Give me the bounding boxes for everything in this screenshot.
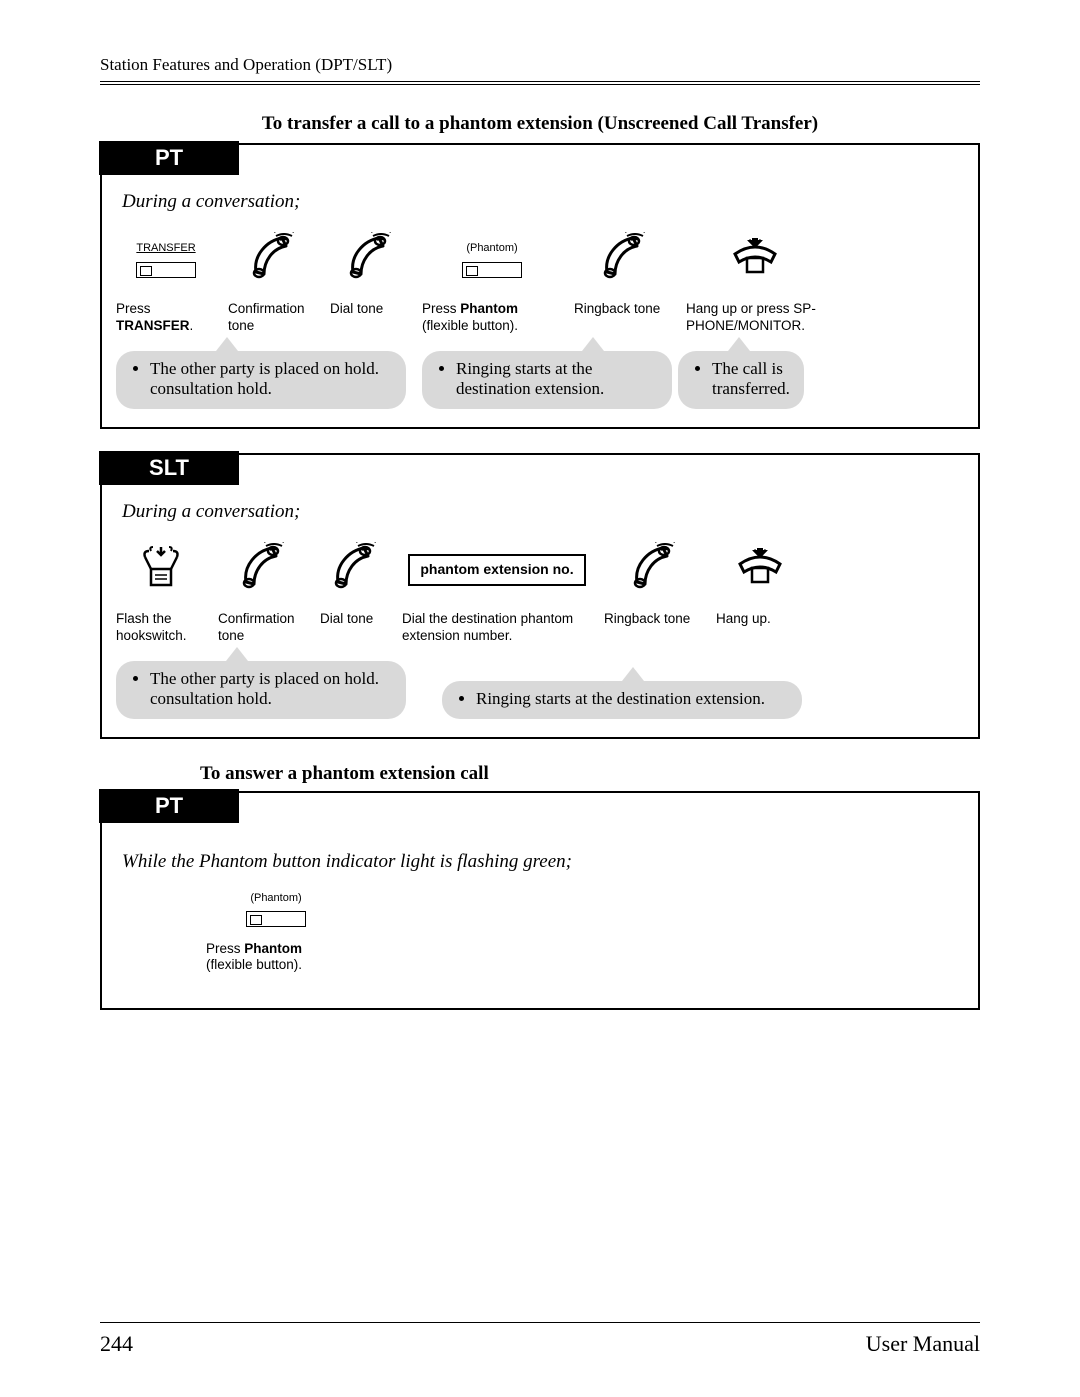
context-flashing: While the Phantom button indicator light… xyxy=(122,851,964,873)
caption-press-phantom-2: Press Phantom (flexible button). xyxy=(206,941,346,975)
header-rule xyxy=(100,81,980,85)
transfer-button-icon xyxy=(136,262,196,278)
caption-flash: Flash the hookswitch. xyxy=(116,611,206,645)
procedure-pt-transfer: PT During a conversation; TRANSFER Press… xyxy=(100,143,980,429)
hookswitch-icon xyxy=(137,545,185,595)
hangup-icon xyxy=(731,238,781,282)
bubble-hold-slt: The other party is placed on hold. consu… xyxy=(116,661,406,719)
procedure-slt-transfer: SLT During a conversation; Flash the hoo… xyxy=(100,453,980,739)
section-title-transfer: To transfer a call to a phantom extensio… xyxy=(100,113,980,135)
caption-hangup-pt: Hang up or press SP-PHONE/MONITOR. xyxy=(686,301,826,335)
tab-slt: SLT xyxy=(99,451,239,485)
handset-tone-icon xyxy=(629,542,679,598)
tab-pt: PT xyxy=(99,141,239,175)
phantom-button-label-2: (Phantom) xyxy=(250,892,301,906)
handset-tone-icon xyxy=(345,232,395,288)
caption-confirm-tone: Confirmation tone xyxy=(228,301,318,335)
page-footer: 244 User Manual xyxy=(100,1322,980,1357)
bubble-transferred: The call is transferred. xyxy=(678,351,804,409)
phantom-button-label: (Phantom) xyxy=(466,242,517,256)
section-title-answer: To answer a phantom extension call xyxy=(200,763,980,785)
caption-ringback: Ringback tone xyxy=(574,301,674,318)
caption-dial-dest: Dial the destination phantom extension n… xyxy=(402,611,592,645)
phantom-button-icon-2 xyxy=(246,911,306,927)
phantom-no-box: phantom extension no. xyxy=(408,554,585,586)
caption-ringback-slt: Ringback tone xyxy=(604,611,704,628)
handset-tone-icon xyxy=(599,232,649,288)
tab-pt-2: PT xyxy=(99,789,239,823)
handset-tone-icon xyxy=(330,542,380,598)
caption-dial-tone-slt: Dial tone xyxy=(320,611,390,628)
page-header: Station Features and Operation (DPT/SLT) xyxy=(100,55,980,75)
caption-confirm-tone-slt: Confirmation tone xyxy=(218,611,308,645)
procedure-pt-answer: PT While the Phantom button indicator li… xyxy=(100,791,980,1011)
caption-press-transfer: Press TRANSFER. xyxy=(116,301,216,335)
bubble-hold: The other party is placed on hold. consu… xyxy=(116,351,406,409)
caption-dial-tone: Dial tone xyxy=(330,301,410,318)
handset-tone-icon xyxy=(248,232,298,288)
transfer-button-label: TRANSFER xyxy=(136,242,195,256)
bubble-ringing: Ringing starts at the destination extens… xyxy=(422,351,672,409)
context-during-slt: During a conversation; xyxy=(122,501,964,523)
phantom-button-icon xyxy=(462,262,522,278)
page-number: 244 xyxy=(100,1331,133,1357)
manual-label: User Manual xyxy=(866,1331,980,1357)
context-during: During a conversation; xyxy=(122,191,964,213)
hangup-icon xyxy=(736,548,786,592)
caption-press-phantom: Press Phantom (flexible button). xyxy=(422,301,562,335)
caption-hangup-slt: Hang up. xyxy=(716,611,806,628)
handset-tone-icon xyxy=(238,542,288,598)
bubble-ringing-slt: Ringing starts at the destination extens… xyxy=(442,681,802,719)
